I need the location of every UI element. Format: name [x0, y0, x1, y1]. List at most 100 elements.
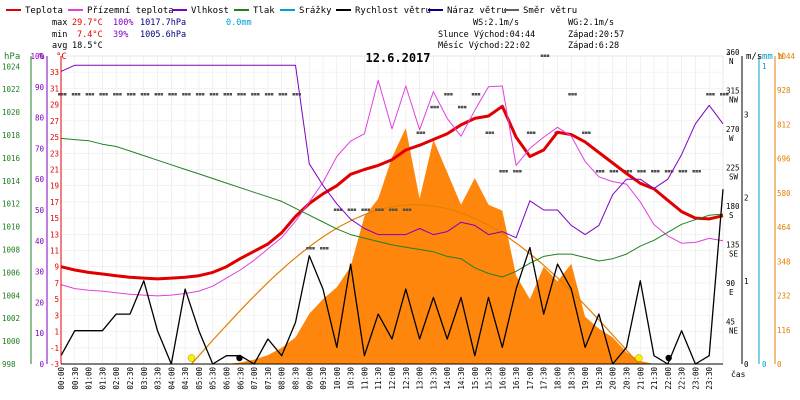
wind-dir-dot	[323, 247, 326, 250]
wind-dir-dot	[347, 208, 351, 211]
temp-tick-label: 19	[50, 182, 59, 191]
wind-dir-dot	[444, 93, 447, 96]
w-tick-label: 464	[777, 223, 791, 232]
series-layer	[58, 54, 729, 365]
dir-tick-label: 315	[726, 87, 740, 96]
dir-tick-label: 180	[726, 202, 740, 211]
dir-tick-compass: SE	[729, 250, 739, 259]
wind-dir-dot	[516, 170, 519, 173]
time-tick-label: 22:30	[678, 367, 687, 390]
dir-tick-compass: N	[729, 57, 734, 66]
series-line-teplota	[60, 104, 724, 281]
wind-dir-dot	[588, 131, 591, 134]
temp-tick-label: 31	[50, 84, 59, 93]
dir-tick-label: 270	[726, 125, 740, 134]
time-tick-label: 22:00	[664, 367, 673, 390]
time-tick-label: 07:00	[250, 367, 259, 390]
stats-avg-label: avg	[52, 41, 67, 51]
w-tick-label: 232	[777, 292, 791, 301]
wind-dir-dot	[667, 170, 671, 173]
legend-prizemni-teplota: Přízemní teplota	[87, 6, 174, 16]
wind-dir-dot	[678, 170, 682, 173]
stats-max-press: 1017.7hPa	[140, 18, 186, 28]
wind-dir-dot	[571, 93, 574, 96]
wind-dir-dot	[182, 93, 185, 96]
time-tick-label: 15:00	[471, 367, 480, 390]
wind-dir-dot	[540, 54, 544, 57]
wind-dir-dot	[264, 93, 268, 96]
wind-dir-dot	[215, 93, 219, 96]
temp-tick-label: 21	[50, 165, 59, 174]
wind-dir-dot	[408, 208, 412, 211]
dir-tick-label: 225	[726, 164, 740, 173]
wind-dir-dot	[71, 93, 75, 96]
wind-dir-dot	[488, 131, 492, 134]
temp-tick-label: 29	[50, 101, 59, 110]
wind-dir-dot	[281, 93, 285, 96]
wind-dir-dot	[519, 170, 522, 173]
wind-dir-dot	[333, 208, 337, 211]
wind-dir-dot	[726, 93, 729, 96]
wind-dir-dot	[140, 93, 144, 96]
wind-dir-dot	[657, 170, 660, 173]
wind-dir-dot	[257, 93, 260, 96]
dir-tick-compass: NE	[729, 327, 739, 336]
legend-naraz-vetru: Náraz větru	[447, 6, 507, 16]
wind-dir-dot	[695, 170, 698, 173]
temp-tick-label: 15	[50, 214, 59, 223]
time-tick-label: 12:00	[388, 367, 397, 390]
time-tick-label: 11:30	[374, 367, 383, 390]
dir-tick-label: 360	[726, 48, 740, 57]
time-tick-label: 05:30	[209, 367, 218, 390]
hpa-tick-label: 1008	[2, 246, 21, 255]
stats-max-temp: 29.7°C	[72, 18, 103, 28]
hpa-tick-label: 998	[2, 360, 16, 369]
hpa-tick-label: 1020	[2, 108, 21, 117]
wind-dir-dot	[58, 93, 61, 96]
time-tick-label: 18:00	[554, 367, 563, 390]
time-tick-label: 20:00	[609, 367, 618, 390]
legend-srazky: Srážky	[299, 6, 332, 16]
astro-info: WS:2.1m/s WG:2.1m/s Slunce Východ:04:44 …	[438, 18, 624, 51]
wind-dir-dot	[240, 93, 243, 96]
time-tick-label: 07:30	[264, 367, 273, 390]
axis-unit-temp: °C	[56, 52, 67, 62]
ms-tick-label: 0	[744, 360, 749, 369]
wind-dir-dot	[419, 131, 423, 134]
time-tick-label: 05:00	[195, 367, 204, 390]
time-tick-label: 04:30	[181, 367, 190, 390]
wind-dir-dot	[433, 105, 436, 109]
wind-dir-dot	[532, 131, 536, 134]
info-ws: WS:2.1m/s	[473, 18, 519, 28]
w-tick-label: 696	[777, 155, 791, 164]
wind-dir-dot	[447, 93, 450, 96]
stats-avg-temp: 18.5°C	[72, 41, 103, 51]
wind-dir-dot	[513, 170, 516, 173]
time-tick-label: 15:30	[485, 367, 494, 390]
stats-block: max 29.7°C 100% 1017.7hPa 0.0mm min 7.4°…	[52, 18, 252, 51]
wind-dir-dot	[463, 105, 467, 109]
wind-dir-dot	[160, 93, 164, 96]
wind-dir-dot	[378, 208, 381, 211]
wind-dir-dot	[237, 93, 240, 96]
wind-dir-dot	[582, 131, 585, 134]
wind-dir-dot	[375, 208, 378, 211]
time-tick-label: 14:30	[457, 367, 466, 390]
wind-dir-dot	[643, 170, 646, 173]
temp-tick-label: -1	[50, 344, 59, 353]
time-tick-label: 09:30	[319, 367, 328, 390]
wind-dir-dot	[339, 208, 343, 211]
hpa-tick-label: 1012	[2, 200, 20, 209]
wind-dir-dot	[664, 170, 668, 173]
temp-tick-label: 13	[50, 230, 59, 239]
wind-dir-dot	[309, 247, 312, 250]
wind-dir-dot	[502, 170, 505, 173]
time-tick-label: 09:00	[305, 367, 314, 390]
dir-tick-label: 135	[726, 241, 740, 250]
wind-dir-dot	[91, 93, 95, 96]
axis-unit-time: čas	[731, 369, 746, 379]
stats-rain: 0.0mm	[226, 18, 252, 28]
stats-max-label: max	[52, 18, 67, 28]
series-line-vlhkost	[60, 64, 724, 239]
